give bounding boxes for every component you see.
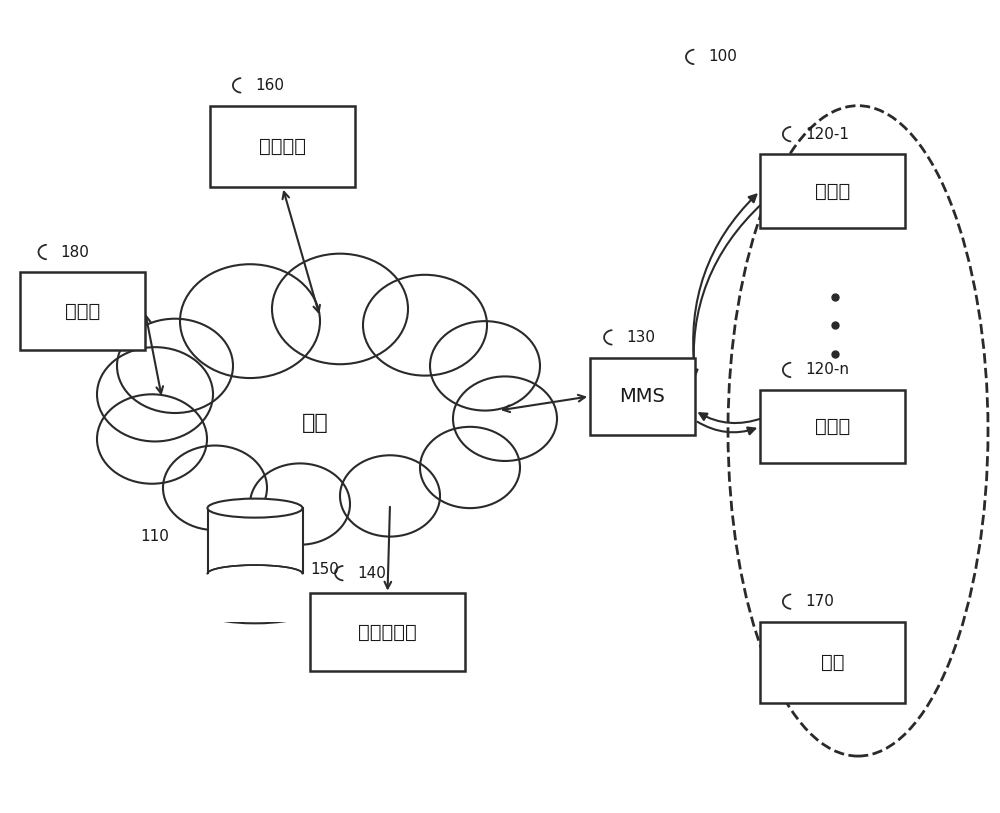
Circle shape <box>97 394 207 484</box>
Text: 传感器: 传感器 <box>815 181 850 201</box>
Text: 170: 170 <box>805 594 834 609</box>
Circle shape <box>430 321 540 411</box>
Text: 110: 110 <box>141 529 169 544</box>
Bar <box>210 106 355 187</box>
Ellipse shape <box>208 498 302 518</box>
FancyArrowPatch shape <box>693 194 756 370</box>
Text: 160: 160 <box>255 78 284 93</box>
Bar <box>208 508 302 614</box>
Bar <box>20 272 145 350</box>
Text: 180: 180 <box>60 245 89 259</box>
Text: 140: 140 <box>357 566 386 580</box>
Ellipse shape <box>208 604 302 624</box>
FancyArrowPatch shape <box>259 501 267 507</box>
Text: 130: 130 <box>626 330 655 345</box>
Text: 数据源: 数据源 <box>65 302 100 320</box>
Text: 120-n: 120-n <box>805 363 849 377</box>
FancyArrowPatch shape <box>503 395 585 412</box>
Text: MMS: MMS <box>620 387 665 406</box>
Circle shape <box>180 264 320 378</box>
Bar <box>310 593 465 671</box>
Circle shape <box>272 254 408 364</box>
FancyArrowPatch shape <box>384 506 391 589</box>
FancyArrowPatch shape <box>699 413 762 423</box>
Bar <box>760 154 905 228</box>
Text: 传感器: 传感器 <box>815 417 850 437</box>
Text: 网络: 网络 <box>302 413 328 433</box>
Text: 150: 150 <box>310 562 339 576</box>
FancyArrowPatch shape <box>697 422 755 434</box>
Bar <box>760 622 905 703</box>
Circle shape <box>453 376 557 461</box>
Circle shape <box>117 319 233 413</box>
Circle shape <box>340 455 440 537</box>
Circle shape <box>250 463 350 545</box>
Text: 客户装置: 客户装置 <box>259 137 306 156</box>
Circle shape <box>363 275 487 376</box>
Text: 100: 100 <box>708 50 737 64</box>
Bar <box>760 390 905 463</box>
Text: 120-1: 120-1 <box>805 127 849 141</box>
FancyArrowPatch shape <box>690 202 763 377</box>
Text: 机器: 机器 <box>821 653 844 672</box>
Text: 管理服务器: 管理服务器 <box>358 623 417 641</box>
Circle shape <box>163 446 267 530</box>
FancyArrowPatch shape <box>283 192 320 312</box>
Bar <box>202 574 308 622</box>
Bar <box>590 358 695 435</box>
Circle shape <box>420 427 520 508</box>
Circle shape <box>97 347 213 441</box>
Ellipse shape <box>170 332 490 481</box>
FancyArrowPatch shape <box>144 316 163 393</box>
